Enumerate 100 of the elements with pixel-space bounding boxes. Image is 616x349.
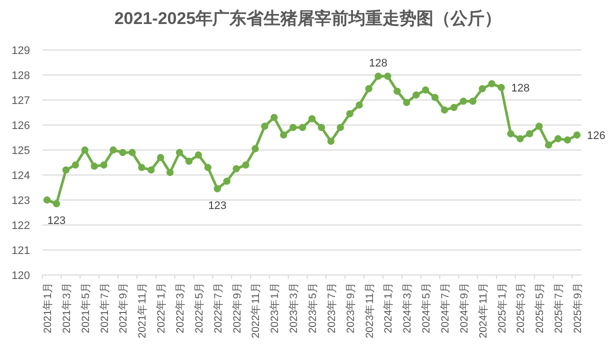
point — [469, 98, 476, 105]
x-tick-label: 2023年11月 — [364, 282, 376, 338]
x-tick-label: 2023年3月 — [288, 282, 300, 334]
point — [318, 124, 326, 132]
y-tick-label: 120 — [12, 270, 30, 282]
point — [460, 98, 468, 105]
y-tick-label: 123 — [12, 195, 30, 207]
point — [43, 196, 51, 204]
y-tick-label: 124 — [12, 170, 30, 182]
point — [516, 135, 524, 142]
x-tick-label: 2024年1月 — [382, 282, 395, 334]
point — [394, 88, 401, 95]
point — [403, 98, 410, 106]
point — [261, 122, 268, 130]
y-tick-label: 127 — [12, 95, 30, 107]
point — [280, 131, 288, 139]
point — [507, 130, 514, 138]
point — [52, 200, 60, 208]
point — [270, 114, 278, 122]
point — [138, 164, 146, 172]
point — [374, 72, 382, 80]
point — [194, 151, 202, 159]
point — [536, 122, 543, 130]
point — [90, 162, 98, 170]
data-label: 128 — [511, 82, 530, 94]
data-label: 123 — [47, 214, 66, 227]
x-tick-label: 2024年11月 — [477, 282, 490, 338]
chart-title: 2021-2025年广东省生猪屠宰前均重走势图（公斤） — [114, 9, 502, 28]
point — [62, 166, 70, 174]
point — [384, 72, 392, 80]
x-tick-label: 2022年7月 — [212, 282, 224, 334]
point — [327, 138, 335, 145]
y-tick-label: 122 — [12, 220, 30, 232]
x-tick-label: 2025年7月 — [553, 282, 566, 334]
point — [526, 130, 534, 138]
point — [450, 104, 458, 112]
x-tick-label: 2022年11月 — [250, 282, 262, 338]
y-tick-label: 125 — [12, 145, 30, 157]
point — [544, 141, 552, 149]
point — [242, 161, 250, 169]
y-tick-label: 128 — [12, 70, 30, 82]
y-tick-label: 121 — [12, 245, 30, 257]
x-tick-label: 2025年1月 — [496, 282, 508, 334]
x-tick-label: 2022年5月 — [193, 282, 206, 334]
point — [356, 101, 363, 109]
x-tick-label: 2023年5月 — [307, 282, 319, 334]
point — [298, 124, 306, 132]
x-tick-label: 2022年9月 — [231, 282, 244, 334]
point — [81, 146, 88, 154]
point — [166, 168, 174, 176]
point — [214, 185, 221, 192]
data-label: 123 — [208, 200, 227, 212]
point — [72, 161, 80, 169]
point — [422, 86, 430, 94]
point — [365, 85, 372, 92]
x-tick-label: 2021年11月 — [136, 282, 149, 338]
data-label: 128 — [369, 57, 388, 70]
x-tick-label: 2022年1月 — [156, 282, 168, 334]
point — [346, 110, 354, 118]
x-tick-label: 2021年3月 — [60, 282, 73, 334]
point — [185, 158, 193, 165]
point — [176, 148, 184, 156]
x-tick-label: 2024年9月 — [458, 282, 470, 334]
x-tick-label: 2021年9月 — [118, 282, 130, 334]
x-tick-label: 2023年9月 — [344, 282, 357, 334]
point — [252, 145, 259, 152]
point — [573, 131, 581, 139]
x-tick-label: 2024年3月 — [402, 282, 414, 334]
x-tick-label: 2021年7月 — [98, 282, 111, 334]
point — [223, 178, 230, 185]
point — [204, 164, 212, 172]
point — [336, 124, 344, 132]
point — [478, 85, 486, 92]
point — [148, 166, 155, 174]
x-tick-label: 2024年5月 — [420, 282, 433, 334]
point — [564, 136, 572, 144]
x-tick-label: 2025年9月 — [572, 282, 584, 334]
point — [119, 148, 126, 156]
x-tick-label: 2021年1月 — [42, 282, 54, 334]
point — [498, 84, 505, 92]
point — [554, 135, 562, 142]
point — [128, 148, 136, 156]
x-tick-label: 2023年7月 — [326, 282, 338, 334]
point — [440, 106, 448, 114]
x-tick-label: 2022年3月 — [174, 282, 187, 334]
point — [289, 124, 297, 132]
x-tick-label: 2021年5月 — [80, 282, 92, 334]
point — [156, 154, 164, 162]
y-tick-label: 126 — [12, 120, 30, 132]
data-label: 126 — [586, 130, 606, 142]
x-tick-label: 2024年7月 — [439, 282, 452, 334]
point — [232, 165, 240, 172]
point — [431, 94, 439, 102]
point — [110, 146, 117, 154]
point — [308, 115, 316, 122]
x-tick-label: 2025年5月 — [534, 282, 546, 334]
x-tick-label: 2025年3月 — [515, 282, 528, 334]
point — [488, 80, 496, 88]
y-tick-label: 129 — [12, 45, 30, 57]
point — [412, 91, 420, 99]
